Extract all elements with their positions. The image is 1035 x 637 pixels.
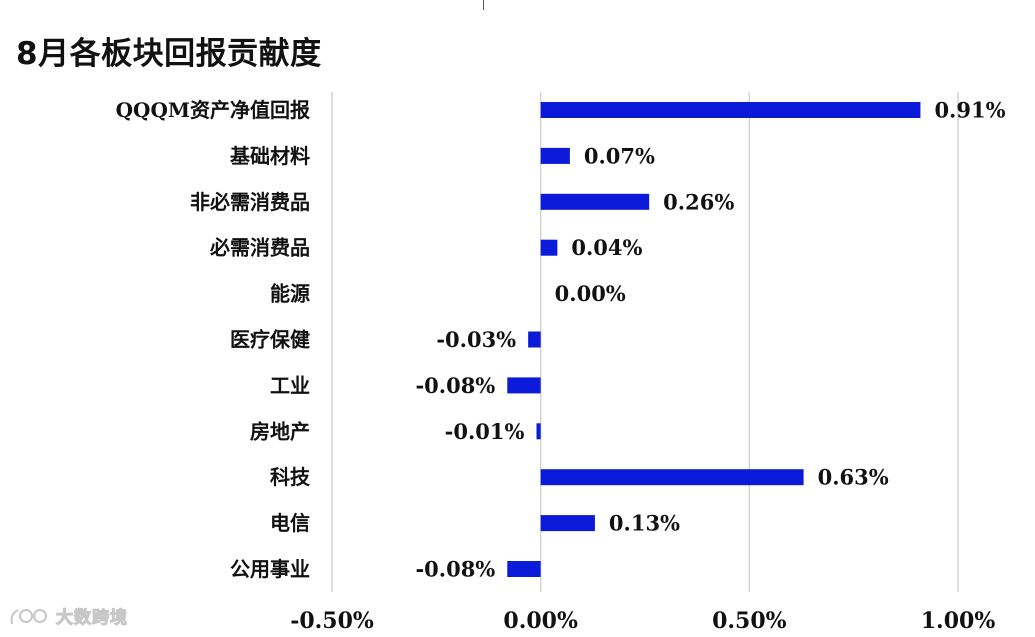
category-label: 公用事业 bbox=[230, 557, 310, 581]
bar-layer bbox=[507, 102, 921, 577]
data-label: 0.91% bbox=[934, 98, 1005, 123]
bar bbox=[507, 561, 541, 577]
data-label: -0.03% bbox=[436, 327, 516, 352]
data-label: 0.63% bbox=[818, 465, 889, 490]
category-label: 房地产 bbox=[250, 419, 310, 443]
category-label: 基础材料 bbox=[230, 144, 310, 168]
bar bbox=[540, 102, 921, 118]
x-tick-label: 0.00% bbox=[503, 608, 578, 634]
chart-title: 8月各板块回报贡献度 bbox=[16, 36, 322, 72]
category-label: 能源 bbox=[270, 282, 310, 306]
bar bbox=[540, 469, 804, 486]
data-label: 0.00% bbox=[555, 281, 626, 306]
x-tick-label: 1.00% bbox=[921, 608, 996, 634]
brand-logo-icon bbox=[10, 608, 47, 624]
label-layer: QQQM资产净值回报 0.91% 基础材料 0.07% 非必需消费品 0.26% 必需消费品… bbox=[116, 98, 1006, 582]
category-label: 工业 bbox=[270, 373, 310, 397]
data-label: -0.01% bbox=[445, 419, 525, 444]
bar bbox=[540, 239, 558, 256]
data-label: -0.08% bbox=[415, 557, 495, 582]
x-tick-label: 0.50% bbox=[712, 608, 787, 634]
data-label: 0.13% bbox=[609, 511, 680, 536]
data-label: -0.08% bbox=[415, 373, 495, 398]
bar bbox=[540, 515, 595, 532]
x-tick-label: -0.50% bbox=[290, 608, 374, 634]
bar bbox=[536, 423, 541, 440]
category-label: 必需消费品 bbox=[209, 236, 310, 260]
watermark: 大数跨境 bbox=[8, 603, 128, 629]
bar bbox=[507, 377, 541, 394]
category-label: 电信 bbox=[270, 511, 310, 535]
category-label: QQQM资产净值回报 bbox=[116, 98, 310, 122]
data-label: 0.26% bbox=[663, 189, 734, 214]
data-label: 0.04% bbox=[571, 235, 642, 260]
top-tick-mark bbox=[483, 0, 484, 10]
category-label: 医疗保健 bbox=[230, 328, 310, 352]
x-axis: -0.50% 0.00% 0.50% 1.00% bbox=[290, 608, 995, 634]
bar bbox=[540, 193, 650, 210]
category-label: 非必需消费品 bbox=[190, 190, 310, 214]
bar bbox=[528, 331, 541, 348]
category-label: 科技 bbox=[270, 465, 311, 489]
bar bbox=[540, 147, 570, 164]
grid-layer bbox=[331, 92, 959, 592]
data-label: 0.07% bbox=[584, 143, 655, 168]
watermark-text: 大数跨境 bbox=[56, 608, 128, 629]
